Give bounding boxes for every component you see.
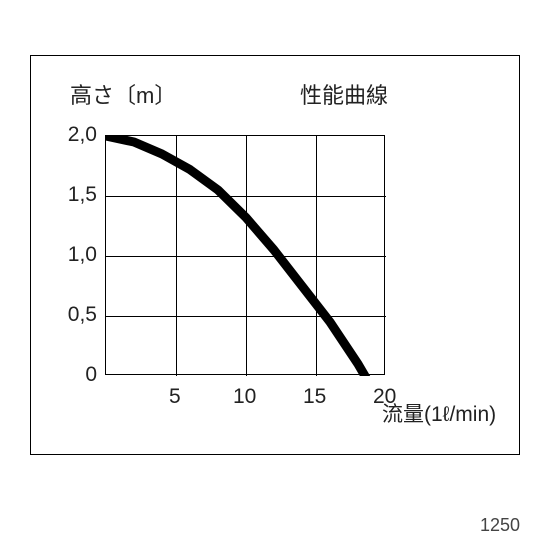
y-tick-label: 2,0 — [57, 123, 97, 147]
y-axis-label: 高さ〔m〕 — [70, 78, 176, 110]
chart-title: 性能曲線 — [300, 78, 388, 110]
footer-number: 1250 — [480, 515, 520, 536]
y-tick-label: 1,5 — [57, 183, 97, 207]
x-tick-label: 15 — [303, 385, 326, 409]
grid-h — [106, 316, 386, 317]
y-tick-label: 0,5 — [57, 303, 97, 327]
grid-h — [106, 256, 386, 257]
plot-area — [105, 135, 385, 375]
x-tick-label: 20 — [373, 385, 396, 409]
chart-container: 高さ〔m〕 性能曲線 流量(1ℓ/min) 1250 5 10 15 20 0 0,5 1,… — [0, 0, 550, 550]
y-tick-label: 1,0 — [57, 243, 97, 267]
y-tick-label: 0 — [57, 363, 97, 387]
x-tick-label: 5 — [169, 385, 181, 409]
x-tick-label: 10 — [233, 385, 256, 409]
x-axis-label: 流量(1ℓ/min) — [382, 398, 496, 428]
grid-h — [106, 196, 386, 197]
